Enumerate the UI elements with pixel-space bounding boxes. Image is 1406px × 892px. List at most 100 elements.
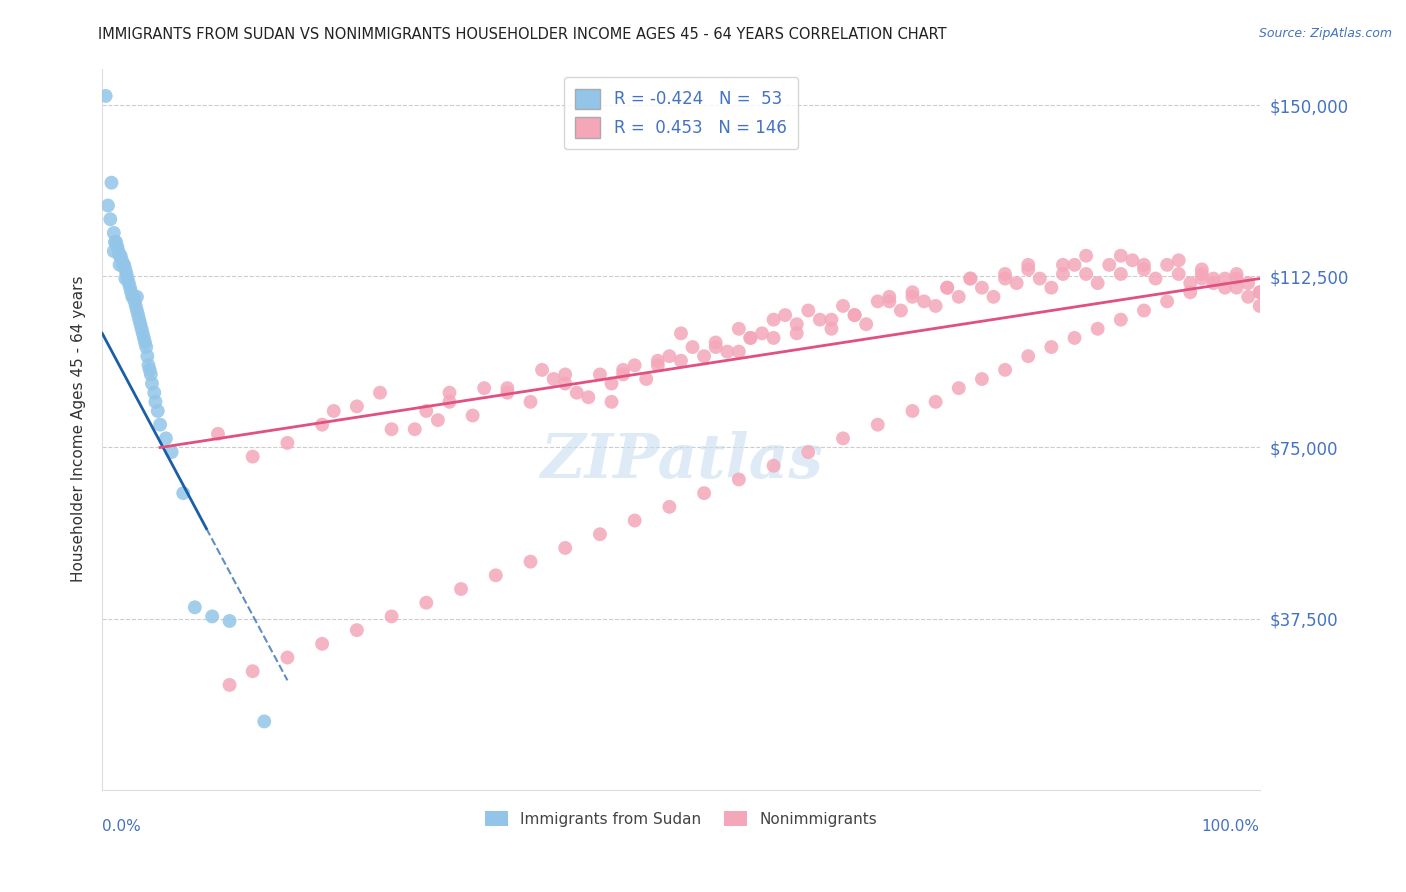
Point (124, 294, 146, 309)
Point (797, 303, 820, 318)
Point (844, 308, 866, 322)
Point (820, 312, 842, 326)
Point (139, 368, 162, 382)
Point (136, 349, 159, 363)
Point (322, 404, 344, 418)
Point (693, 349, 716, 363)
Text: IMMIGRANTS FROM SUDAN VS NONIMMIGRANTS HOUSEHOLDER INCOME AGES 45 - 64 YEARS COR: IMMIGRANTS FROM SUDAN VS NONIMMIGRANTS H… (98, 27, 948, 42)
Point (122, 290, 145, 304)
Point (600, 376, 623, 391)
Point (844, 308, 866, 322)
Point (808, 312, 831, 326)
Point (132, 326, 155, 341)
Point (1017, 262, 1039, 277)
Point (134, 335, 156, 350)
Point (786, 317, 808, 331)
Point (994, 267, 1017, 281)
Point (1249, 285, 1271, 300)
Point (132, 331, 155, 345)
Point (404, 422, 426, 436)
Point (172, 486, 194, 500)
Point (866, 417, 889, 432)
Text: ZIPatlas: ZIPatlas (540, 431, 823, 491)
Point (1191, 262, 1213, 277)
Point (1040, 281, 1063, 295)
Point (1167, 267, 1189, 281)
Point (1121, 253, 1143, 268)
Point (762, 331, 785, 345)
Point (1213, 271, 1236, 285)
Point (554, 376, 576, 391)
Point (104, 235, 127, 249)
Point (612, 363, 634, 377)
Point (117, 271, 139, 285)
Point (105, 235, 128, 249)
Point (1005, 276, 1028, 290)
Point (98, 212, 121, 227)
Point (276, 436, 298, 450)
Point (1237, 290, 1260, 304)
Point (135, 340, 157, 354)
Point (1133, 258, 1156, 272)
Text: Source: ZipAtlas.com: Source: ZipAtlas.com (1258, 27, 1392, 40)
Point (531, 363, 554, 377)
Point (346, 400, 368, 414)
Point (368, 385, 391, 400)
Point (1202, 271, 1225, 285)
Point (184, 600, 207, 615)
Y-axis label: Householder Income Ages 45 - 64 years: Householder Income Ages 45 - 64 years (72, 276, 86, 582)
Point (108, 258, 131, 272)
Point (111, 253, 134, 268)
Point (218, 614, 240, 628)
Point (311, 417, 333, 432)
Point (381, 609, 404, 624)
Point (1052, 258, 1074, 272)
Text: 0.0%: 0.0% (103, 819, 141, 834)
Point (103, 226, 125, 240)
Point (276, 650, 298, 665)
Point (114, 271, 136, 285)
Point (146, 404, 169, 418)
Point (866, 294, 889, 309)
Point (970, 281, 993, 295)
Point (959, 271, 981, 285)
Point (1063, 331, 1085, 345)
Point (983, 290, 1005, 304)
Point (131, 322, 153, 336)
Point (1087, 322, 1109, 336)
Point (415, 404, 437, 418)
Point (669, 353, 692, 368)
Point (576, 390, 599, 404)
Point (485, 568, 508, 582)
Point (890, 303, 912, 318)
Point (589, 368, 612, 382)
Point (125, 303, 148, 318)
Point (762, 312, 785, 326)
Point (612, 368, 634, 382)
Point (912, 294, 935, 309)
Point (439, 394, 461, 409)
Point (426, 413, 449, 427)
Point (1225, 281, 1247, 295)
Point (461, 409, 484, 423)
Point (160, 445, 183, 459)
Point (103, 244, 125, 259)
Point (114, 262, 136, 277)
Point (901, 285, 924, 300)
Point (311, 637, 333, 651)
Point (1133, 262, 1156, 277)
Point (149, 417, 172, 432)
Point (128, 312, 150, 326)
Point (693, 486, 716, 500)
Point (820, 322, 842, 336)
Point (1156, 258, 1178, 272)
Point (762, 458, 785, 473)
Point (647, 359, 669, 373)
Point (127, 308, 149, 322)
Point (1225, 267, 1247, 281)
Point (832, 431, 855, 445)
Point (118, 276, 141, 290)
Point (141, 376, 163, 391)
Point (94, 89, 117, 103)
Point (1017, 349, 1039, 363)
